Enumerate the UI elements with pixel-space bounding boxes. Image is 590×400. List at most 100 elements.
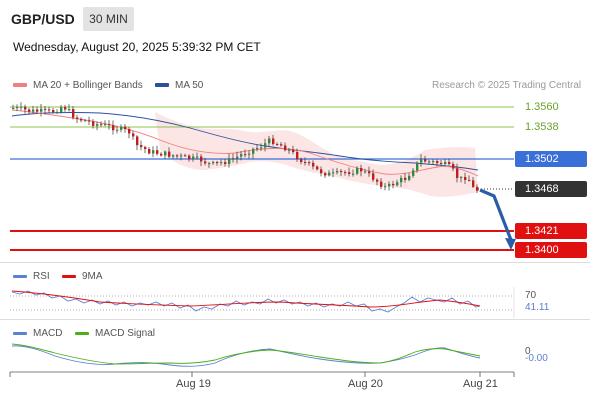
research-credit: Research © 2025 Trading Central <box>432 80 582 91</box>
forecast-arrowhead-icon <box>505 238 516 250</box>
candle-body-71 <box>296 151 299 160</box>
candle-body-70 <box>292 149 295 152</box>
candle-body-95 <box>392 183 395 186</box>
rsi-swatch-icon <box>13 274 27 278</box>
candle-body-85 <box>352 173 355 175</box>
candle-body-102 <box>420 159 423 163</box>
candle-body-69 <box>288 149 291 151</box>
candle-body-33 <box>144 147 147 150</box>
candle-body-35 <box>152 150 155 154</box>
candle-body-81 <box>336 170 339 173</box>
candle-body-48 <box>204 161 207 164</box>
candle-body-97 <box>400 177 403 183</box>
candle-body-18 <box>84 120 87 122</box>
candle-body-52 <box>220 162 223 164</box>
candle-body-7 <box>40 108 43 112</box>
macd-value-label: -0.00 <box>525 353 548 364</box>
candle-body-86 <box>356 168 359 174</box>
candle-body-16 <box>76 117 79 119</box>
candle-body-32 <box>140 145 143 148</box>
candle-body-23 <box>104 124 107 126</box>
candle-body-39 <box>168 151 171 157</box>
chart-datetime: Wednesday, August 20, 2025 5:39:32 PM CE… <box>13 40 261 54</box>
forecast-arrow <box>479 188 513 241</box>
candle-body-110 <box>452 164 455 169</box>
candle-body-100 <box>412 170 415 176</box>
legend-rsi-ma: 9MA <box>62 271 103 283</box>
candle-body-19 <box>88 120 91 122</box>
candle-body-8 <box>44 108 47 110</box>
macd-signal-swatch-icon <box>75 331 89 335</box>
x-label-aug19: Aug 19 <box>176 378 211 390</box>
candle-body-22 <box>100 124 103 126</box>
candle-body-13 <box>64 107 67 110</box>
currency-pair-title: GBP/USD <box>11 11 75 27</box>
legend-macd-label: MACD <box>33 328 63 339</box>
legend-macd: MACD <box>13 328 62 340</box>
candle-body-91 <box>376 179 379 182</box>
candle-body-6 <box>36 109 39 112</box>
candle-body-104 <box>428 161 431 163</box>
candle-body-76 <box>316 166 319 170</box>
legend-macd-signal-label: MACD Signal <box>95 328 156 339</box>
candle-body-12 <box>60 107 63 112</box>
candle-body-38 <box>164 151 167 156</box>
rsi-line <box>11 290 481 313</box>
candle-body-9 <box>48 109 51 111</box>
candle-body-30 <box>132 133 135 137</box>
legend-rsi-label: RSI <box>33 271 50 282</box>
macd-line <box>11 345 481 367</box>
macd-signal-line <box>11 343 481 365</box>
candle-body-57 <box>240 154 243 157</box>
rsi-ma-swatch-icon <box>62 274 76 278</box>
candle-body-99 <box>408 175 411 180</box>
candle-body-101 <box>416 162 419 171</box>
candle-body-84 <box>348 172 351 174</box>
candle-body-93 <box>384 186 387 188</box>
candle-body-58 <box>244 154 247 156</box>
candle-body-2 <box>20 106 23 108</box>
candle-body-59 <box>248 153 251 155</box>
x-label-aug20: Aug 20 <box>348 378 383 390</box>
candle-body-0 <box>12 107 15 109</box>
candle-body-116 <box>476 186 479 191</box>
candle-body-115 <box>472 180 475 187</box>
candle-body-60 <box>252 148 255 154</box>
candle-body-72 <box>300 159 303 162</box>
candle-body-111 <box>456 168 459 179</box>
legend-ma20-label: MA 20 + Bollinger Bands <box>33 80 143 91</box>
candle-body-82 <box>340 170 343 173</box>
candlestick-series <box>12 102 479 193</box>
candle-body-42 <box>180 155 183 157</box>
candle-body-26 <box>116 129 119 131</box>
macd-swatch-icon <box>13 331 27 335</box>
candle-body-103 <box>424 159 427 162</box>
legend-rsi-ma-label: 9MA <box>82 271 103 282</box>
level-tag-current-price: 1.3468 <box>515 181 587 197</box>
timeframe-badge[interactable]: 30 MIN <box>83 7 134 31</box>
level-tag-pivot: 1.3502 <box>515 151 587 167</box>
candle-body-24 <box>108 124 111 126</box>
candle-body-88 <box>364 171 367 173</box>
candle-body-79 <box>328 172 331 176</box>
candle-body-1 <box>16 107 19 109</box>
ma50-swatch-icon <box>155 83 169 88</box>
candle-body-11 <box>56 111 59 113</box>
candle-body-49 <box>208 163 211 165</box>
candle-body-34 <box>148 149 151 154</box>
candle-body-108 <box>444 162 447 164</box>
candle-body-90 <box>372 173 375 180</box>
level-tag-resistance-2: 1.3538 <box>525 121 559 133</box>
candle-body-112 <box>460 177 463 179</box>
candle-body-77 <box>320 169 323 174</box>
candle-body-43 <box>184 155 187 157</box>
candle-body-114 <box>468 179 471 181</box>
candle-body-4 <box>28 109 31 112</box>
candle-body-56 <box>236 156 239 159</box>
rsi-value-label: 41.11 <box>525 302 550 313</box>
candle-body-31 <box>136 136 139 146</box>
candle-body-14 <box>68 109 71 111</box>
rsi-level-70-label: 70 <box>525 290 537 301</box>
macd-panel-separator <box>0 319 590 320</box>
